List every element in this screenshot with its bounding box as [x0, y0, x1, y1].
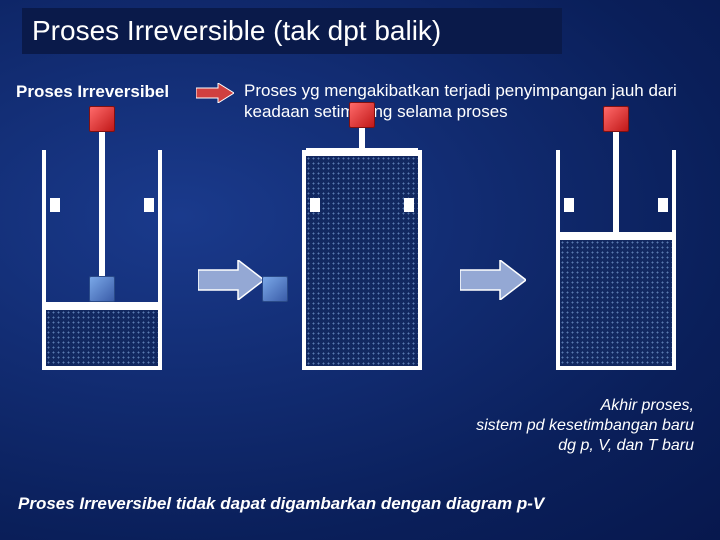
- cylinder-state-deviated: [302, 150, 422, 370]
- piston-rod: [613, 120, 619, 240]
- definition-arrow-icon: [196, 83, 234, 103]
- slide-title: Proses Irreversible (tak dpt balik): [32, 15, 441, 47]
- caption-line: Akhir proses,: [476, 396, 694, 416]
- weight-red-icon: [89, 106, 115, 132]
- weight-blue-detached-icon: [262, 276, 288, 302]
- piston-stops: [306, 198, 418, 212]
- cylinder-state-initial: [42, 150, 162, 370]
- slide-title-box: Proses Irreversible (tak dpt balik): [22, 8, 562, 54]
- gas-fill: [560, 240, 672, 366]
- wall: [556, 366, 676, 370]
- wall: [302, 366, 422, 370]
- wall: [418, 150, 422, 370]
- weight-red-icon: [349, 102, 375, 128]
- term-label: Proses Irreversibel: [16, 82, 169, 102]
- gas-fill: [46, 310, 158, 366]
- weight-blue-icon: [89, 276, 115, 302]
- caption-line: sistem pd kesetimbangan baru: [476, 416, 694, 436]
- cylinder-state-final: [556, 150, 676, 370]
- process-arrow-icon: [460, 260, 526, 300]
- caption-line: dg p, V, dan T baru: [476, 436, 694, 456]
- footer-statement: Proses Irreversibel tidak dapat digambar…: [18, 494, 544, 514]
- wall: [672, 150, 676, 370]
- final-state-caption: Akhir proses, sistem pd kesetimbangan ba…: [476, 396, 694, 456]
- wall: [42, 366, 162, 370]
- gas-fill: [306, 156, 418, 366]
- wall: [158, 150, 162, 370]
- weight-red-icon: [603, 106, 629, 132]
- process-arrow-icon: [198, 260, 264, 300]
